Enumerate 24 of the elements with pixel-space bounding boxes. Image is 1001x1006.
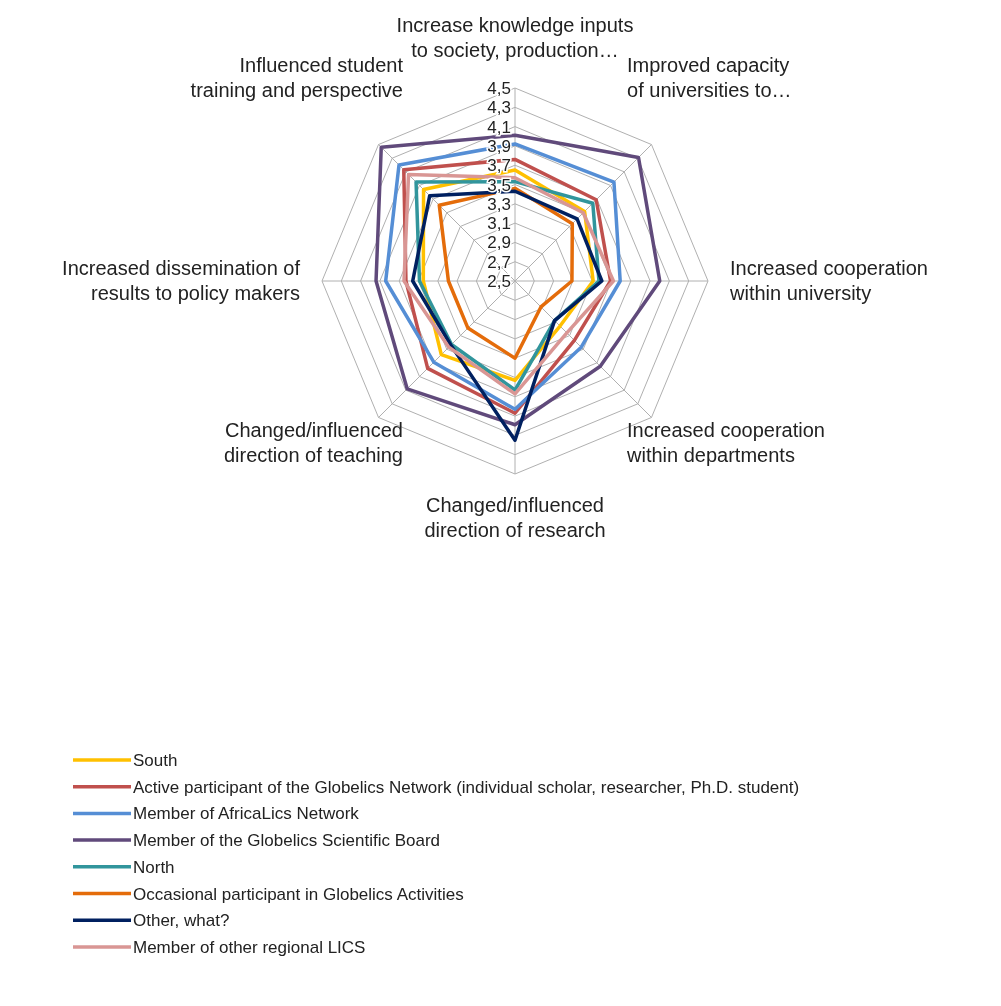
spoke-label: Increased dissemination of results to policy makers <box>62 256 301 304</box>
legend-label: Occasional participant in Globelics Activities <box>133 884 464 904</box>
y-tick-label: 4,1 <box>487 117 511 137</box>
legend-label: North <box>133 857 175 877</box>
legend-label: Member of the Globelics Scientific Board <box>133 831 441 851</box>
y-tick-label: 3,1 <box>487 214 511 234</box>
y-tick-label: 3,3 <box>487 194 511 214</box>
spoke-label: Changed/influenced direction of teaching <box>223 418 403 466</box>
y-tick-label: 2,5 <box>487 272 511 291</box>
spoke-label: Influenced student training and perspective <box>190 54 404 102</box>
legend-label: Other, what? <box>133 911 230 931</box>
legend-label: Active participant of the Globelics Network (individual scholar, researcher, Ph.D. student) <box>133 777 800 797</box>
legend-label: South <box>133 751 178 770</box>
spoke-label: Improved capacity of universities to… <box>627 54 792 102</box>
spoke-label: Increased cooperation within departments <box>626 418 825 466</box>
spoke-label: Changed/influenced direction of research <box>424 494 606 541</box>
y-tick-label: 2,9 <box>487 233 511 253</box>
y-tick-label: 4,3 <box>487 98 511 118</box>
legend-label: Member of other regional LICS <box>133 937 366 957</box>
y-tick-label: 3,9 <box>487 136 511 156</box>
y-tick-label: 2,7 <box>487 252 511 272</box>
spoke-label: Increased cooperation within university <box>729 256 928 304</box>
y-tick-label: 4,5 <box>487 79 511 98</box>
legend-label: Member of AfricaLics Network <box>133 804 360 824</box>
